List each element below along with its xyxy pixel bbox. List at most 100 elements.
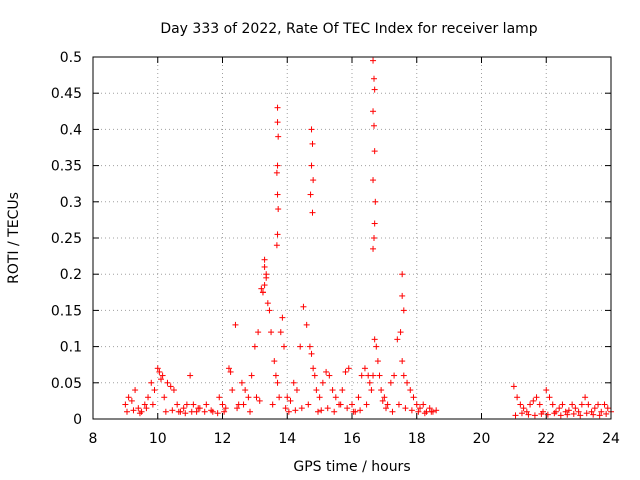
- data-point: [569, 401, 576, 408]
- data-point: [371, 148, 378, 155]
- data-point: [285, 408, 292, 415]
- data-point: [272, 372, 279, 379]
- data-point: [238, 379, 245, 386]
- data-point: [298, 405, 305, 412]
- data-point: [533, 394, 540, 401]
- data-point: [331, 408, 338, 415]
- data-point: [232, 321, 239, 328]
- x-tick-label: 10: [149, 431, 167, 447]
- data-point: [358, 372, 365, 379]
- data-point: [303, 321, 310, 328]
- data-point: [281, 343, 288, 350]
- data-point: [274, 119, 281, 126]
- data-point: [268, 329, 275, 336]
- data-point: [378, 387, 385, 394]
- data-point: [264, 300, 271, 307]
- data-point: [373, 343, 380, 350]
- data-point: [245, 394, 252, 401]
- data-point: [266, 307, 273, 314]
- data-point: [201, 408, 208, 415]
- data-point: [544, 411, 551, 418]
- data-point: [316, 394, 323, 401]
- x-tick-label: 18: [408, 431, 426, 447]
- data-point: [311, 372, 318, 379]
- data-point: [400, 307, 407, 314]
- data-point: [517, 401, 524, 408]
- data-point: [275, 133, 282, 140]
- data-point: [141, 401, 148, 408]
- data-point: [371, 86, 378, 93]
- data-point: [300, 303, 307, 310]
- data-point: [368, 387, 375, 394]
- data-point: [167, 383, 174, 390]
- data-point: [559, 401, 566, 408]
- data-point: [251, 343, 258, 350]
- data-point: [274, 231, 281, 238]
- data-point: [582, 394, 589, 401]
- data-point: [240, 401, 247, 408]
- data-point: [261, 282, 268, 289]
- data-point: [370, 245, 377, 252]
- data-point: [525, 411, 532, 418]
- data-point: [308, 162, 315, 169]
- data-point: [410, 394, 417, 401]
- data-point: [275, 206, 282, 213]
- data-point: [342, 368, 349, 375]
- y-tick-label: 0.1: [60, 340, 82, 356]
- data-point: [309, 140, 316, 147]
- data-point: [538, 410, 545, 417]
- data-point: [389, 408, 396, 415]
- data-point: [261, 256, 268, 263]
- data-point: [397, 329, 404, 336]
- x-tick-label: 16: [343, 431, 361, 447]
- data-point: [399, 292, 406, 299]
- data-point: [216, 394, 223, 401]
- chart-title: Day 333 of 2022, Rate Of TEC Index for r…: [160, 21, 537, 37]
- data-point: [421, 410, 428, 417]
- y-tick-label: 0.05: [51, 376, 82, 392]
- data-point: [556, 405, 563, 412]
- data-point: [319, 379, 326, 386]
- data-point: [363, 401, 370, 408]
- data-point: [261, 263, 268, 270]
- data-point: [208, 407, 215, 414]
- data-point: [601, 401, 608, 408]
- data-point: [520, 405, 527, 412]
- data-point: [399, 358, 406, 365]
- data-point: [355, 394, 362, 401]
- data-point: [415, 408, 422, 415]
- data-point: [400, 372, 407, 379]
- x-tick-label: 22: [537, 431, 555, 447]
- data-point: [416, 405, 423, 412]
- data-point: [428, 408, 435, 415]
- x-tick-label: 20: [473, 431, 491, 447]
- data-point: [290, 379, 297, 386]
- data-point: [598, 408, 605, 415]
- data-point: [433, 407, 440, 414]
- data-point: [214, 410, 221, 417]
- data-point: [371, 235, 378, 241]
- x-tick-label: 12: [214, 431, 232, 447]
- x-axis-label: GPS time / hours: [293, 459, 410, 475]
- data-point: [357, 407, 364, 414]
- data-point: [371, 220, 378, 227]
- data-point: [324, 405, 331, 412]
- data-point: [536, 401, 543, 408]
- data-point: [349, 401, 355, 408]
- data-point: [371, 336, 378, 343]
- data-point: [151, 387, 158, 394]
- data-point: [565, 407, 572, 414]
- y-tick-label: 0.45: [51, 86, 82, 102]
- data-point: [518, 410, 525, 417]
- data-point: [122, 401, 129, 408]
- data-point: [234, 405, 241, 412]
- data-point: [407, 387, 414, 394]
- data-point: [274, 191, 281, 198]
- x-tick-label: 14: [278, 431, 296, 447]
- data-point: [188, 408, 195, 415]
- data-point: [339, 387, 346, 394]
- data-point: [577, 412, 584, 419]
- x-tick-label: 24: [602, 431, 620, 447]
- data-point: [591, 405, 598, 412]
- data-point: [350, 408, 357, 415]
